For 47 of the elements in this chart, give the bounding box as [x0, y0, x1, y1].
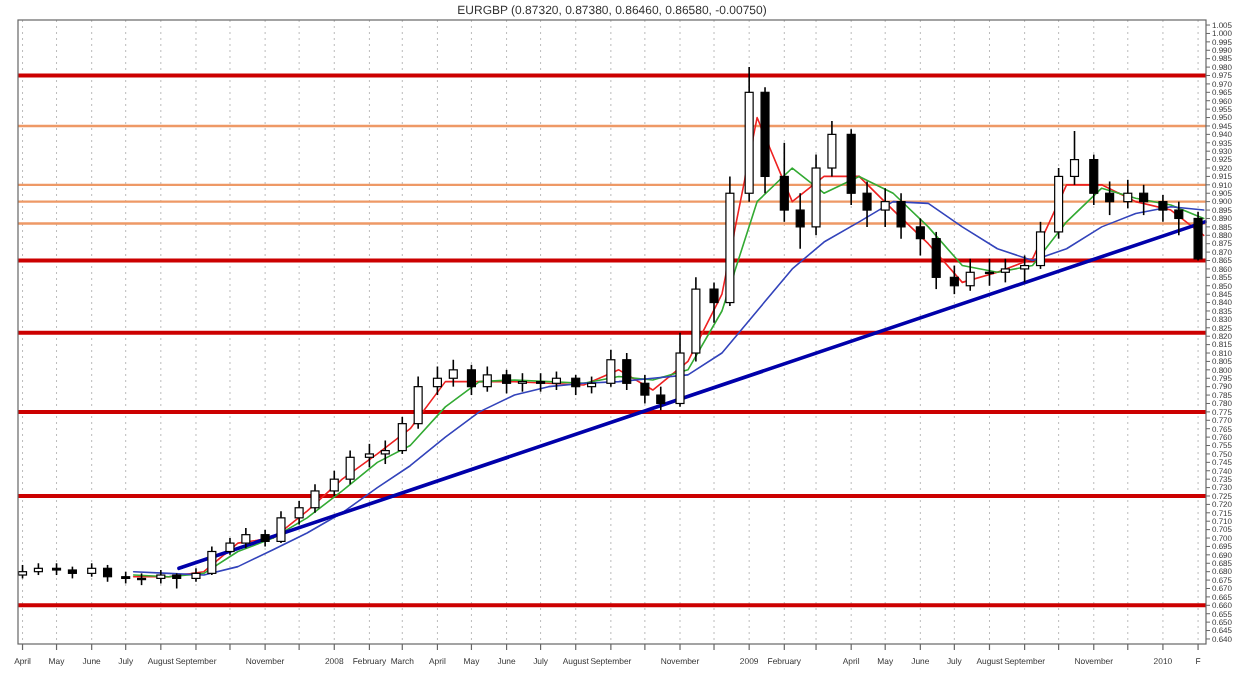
candlestick: [606, 348, 616, 388]
candlestick: [965, 258, 975, 292]
candlestick: [1069, 130, 1080, 186]
candlestick: [1105, 180, 1115, 216]
candlestick: [880, 187, 890, 228]
candlestick: [1174, 200, 1184, 237]
candlestick: [1089, 153, 1099, 206]
candlestick: [984, 258, 995, 287]
candlestick: [949, 264, 959, 295]
candlestick: [896, 192, 906, 240]
candlestick: [482, 365, 492, 393]
candlestick: [207, 545, 217, 576]
candlestick: [1123, 178, 1133, 210]
candlestick: [329, 469, 339, 497]
candlestick: [380, 439, 390, 465]
candlestick: [1158, 194, 1168, 223]
candlestick: [241, 527, 251, 549]
candlestick: [1139, 184, 1149, 216]
candlestick: [517, 372, 528, 393]
candlestick: [502, 369, 512, 395]
candlestick: [345, 449, 355, 486]
candlestick: [551, 370, 562, 391]
candlestick: [1020, 254, 1030, 284]
candlestick: [432, 365, 442, 396]
candlestick: [413, 375, 423, 430]
candlestick: [827, 120, 837, 178]
candlestick: [656, 385, 666, 412]
candlestick: [448, 358, 458, 388]
candlestick: [779, 141, 789, 223]
candlestick: [397, 416, 407, 455]
candlestick: [571, 374, 581, 396]
candlestick: [364, 443, 374, 469]
candlestick: [795, 192, 805, 250]
candlestick: [640, 374, 650, 405]
candlestick: [466, 364, 476, 396]
candlestick: [915, 217, 925, 257]
candlestick: [709, 281, 719, 324]
candlestick: [310, 483, 320, 514]
candlestick: [294, 500, 304, 526]
candlestick: [931, 231, 941, 290]
candlestick: [862, 180, 872, 228]
candlestick: [536, 372, 546, 393]
candlestick: [1000, 258, 1010, 284]
candlestick: [276, 510, 286, 544]
candlestick: [1035, 221, 1046, 270]
candlestick: [622, 352, 632, 391]
candlestick: [1193, 210, 1203, 262]
